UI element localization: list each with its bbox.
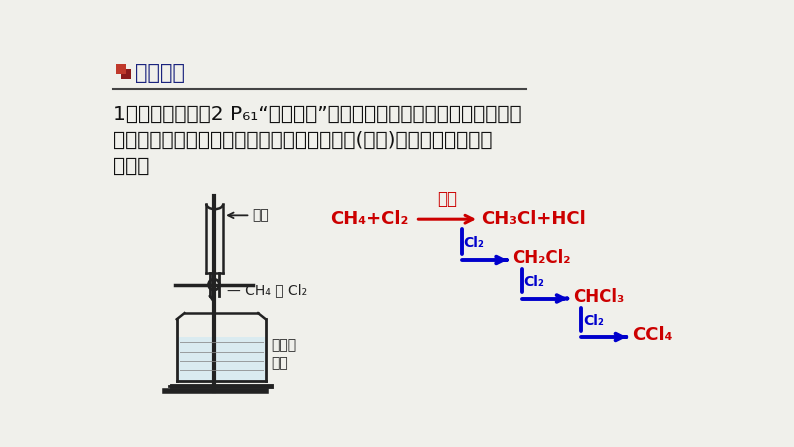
Text: — CH₄ 和 Cl₂: — CH₄ 和 Cl₂	[227, 283, 307, 297]
Text: Cl₂: Cl₂	[523, 275, 544, 289]
Text: CH₄+Cl₂: CH₄+Cl₂	[330, 210, 409, 228]
Text: CCl₄: CCl₄	[632, 326, 673, 345]
FancyBboxPatch shape	[121, 69, 131, 79]
Text: CH₂Cl₂: CH₂Cl₂	[512, 249, 571, 267]
Text: Cl₂: Cl₂	[464, 236, 484, 250]
Text: 光照: 光照	[252, 208, 269, 222]
Text: 教材链接: 教材链接	[135, 63, 185, 83]
Text: 饱和食
盐水: 饱和食 盐水	[272, 338, 296, 370]
Text: 问题：: 问题：	[114, 157, 149, 176]
Text: 光照: 光照	[437, 190, 457, 208]
Text: 盐水的方法先后收集半试管甲烷和半试管氯气(如图)，探究并回答下列: 盐水的方法先后收集半试管甲烷和半试管氯气(如图)，探究并回答下列	[114, 131, 493, 150]
Text: CH₃Cl+HCl: CH₃Cl+HCl	[481, 210, 586, 228]
FancyBboxPatch shape	[178, 337, 265, 381]
Text: Cl₂: Cl₂	[583, 314, 603, 328]
Text: 1．依据教材必修2 P₆₁“科学探究”：取一支硬质大试管，通过排饱和食: 1．依据教材必修2 P₆₁“科学探究”：取一支硬质大试管，通过排饱和食	[114, 105, 522, 123]
FancyBboxPatch shape	[116, 64, 126, 75]
Text: CHCl₃: CHCl₃	[572, 288, 624, 306]
